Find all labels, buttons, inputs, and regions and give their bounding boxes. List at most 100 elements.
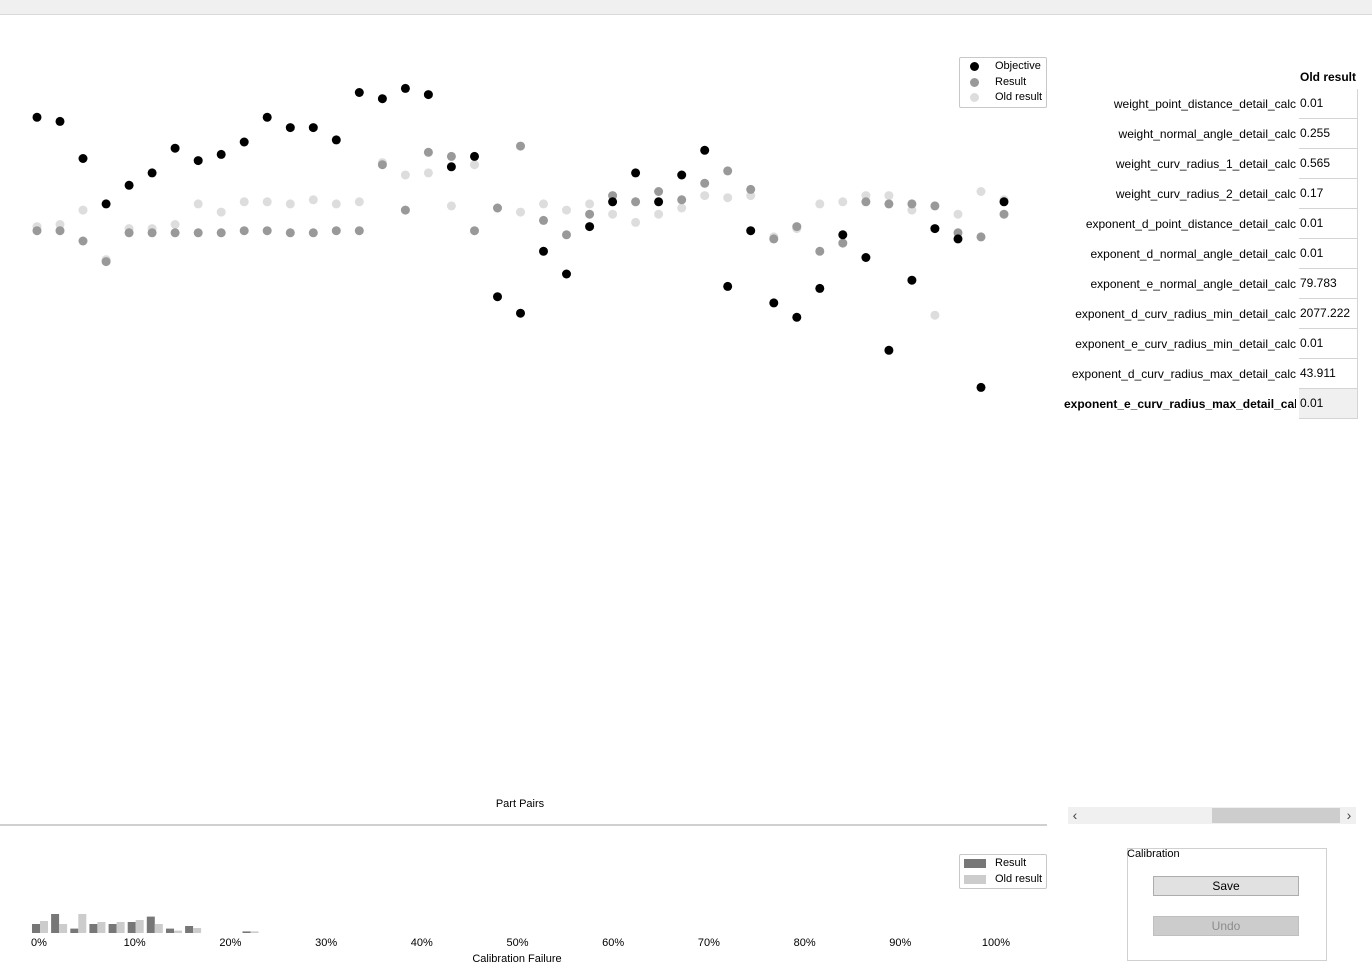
scatter-point-result xyxy=(470,226,479,236)
parameter-value[interactable]: 0.01 xyxy=(1299,89,1358,119)
column-header-old-result[interactable]: Old result xyxy=(1300,70,1357,84)
scatter-point-result xyxy=(308,228,318,238)
scatter-point-result xyxy=(446,151,456,161)
scatter-point-result xyxy=(354,226,364,236)
histogram-x-axis-label: Calibration Failure xyxy=(472,953,561,965)
scatter-point-result xyxy=(147,228,157,238)
scatter-point-old-result xyxy=(953,209,963,219)
legend-label: Old result xyxy=(995,91,1043,103)
table-row[interactable]: exponent_d_curv_radius_min_detail_calc 2… xyxy=(1064,299,1364,329)
scatter-point-old-result xyxy=(562,205,571,215)
table-row[interactable]: weight_curv_radius_1_detail_calc 0.565 xyxy=(1064,149,1364,179)
histogram-bar-result xyxy=(51,914,60,933)
scatter-point-old-result xyxy=(861,191,871,201)
scatter-point-objective xyxy=(539,246,548,256)
scatter-point-result xyxy=(400,205,410,215)
table-row[interactable]: weight_normal_angle_detail_calc 0.255 xyxy=(1064,119,1364,149)
legend-swatch xyxy=(970,62,979,71)
scatter-point-objective xyxy=(999,197,1009,207)
table-row[interactable]: exponent_e_normal_angle_detail_calc 79.7… xyxy=(1064,269,1364,299)
parameter-value[interactable]: 0.01 xyxy=(1299,329,1358,359)
table-row[interactable]: exponent_d_curv_radius_max_detail_calc 4… xyxy=(1064,359,1364,389)
table-row-selected[interactable]: exponent_e_curv_radius_max_detail_calc 0… xyxy=(1064,389,1364,419)
parameter-name: weight_curv_radius_1_detail_calc xyxy=(1115,157,1296,171)
histogram-bar-old-result xyxy=(250,931,259,933)
table-horizontal-scrollbar[interactable]: ‹ › xyxy=(1068,807,1356,824)
parameter-name: exponent_e_curv_radius_min_detail_calc xyxy=(1075,337,1296,351)
scatter-point-result xyxy=(516,141,525,151)
scatter-point-objective xyxy=(723,281,733,291)
histogram-tick-label: 50% xyxy=(506,937,528,949)
legend-item-objective: Objective xyxy=(960,59,1046,74)
scatter-point-objective xyxy=(147,168,157,178)
scatter-point-result xyxy=(423,147,433,157)
histogram-tick-label: 70% xyxy=(698,937,720,949)
parameter-value[interactable]: 0.17 xyxy=(1299,179,1358,209)
scroll-left-icon[interactable]: ‹ xyxy=(1072,807,1078,823)
scatter-point-old-result xyxy=(400,170,410,180)
scatter-point-old-result xyxy=(470,160,479,170)
scatter-point-objective xyxy=(216,149,226,159)
scatter-legend: Objective Result Old result xyxy=(959,57,1047,108)
parameter-value[interactable]: 0.565 xyxy=(1299,149,1358,179)
table-row[interactable]: exponent_d_point_distance_detail_calc 0.… xyxy=(1064,209,1364,239)
save-button[interactable]: Save xyxy=(1153,876,1299,896)
legend-item-old-result: Old result xyxy=(960,90,1046,105)
scatter-point-old-result xyxy=(631,217,641,227)
scatter-point-objective xyxy=(423,90,433,100)
histogram-bar-result xyxy=(146,916,155,933)
parameter-value[interactable]: 0.01 xyxy=(1299,209,1358,239)
scatter-point-result xyxy=(331,226,341,236)
table-row[interactable]: weight_curv_radius_2_detail_calc 0.17 xyxy=(1064,179,1364,209)
scatter-point-objective xyxy=(308,123,318,133)
legend-swatch xyxy=(964,859,986,868)
scatter-point-result xyxy=(677,195,687,205)
scatter-point-old-result xyxy=(884,191,894,201)
histogram-tick-label: 60% xyxy=(602,937,624,949)
legend-item-result: Result xyxy=(960,75,1046,90)
histogram-bar-result xyxy=(32,924,40,933)
histogram-bar-result xyxy=(242,931,251,933)
table-row[interactable]: exponent_e_curv_radius_min_detail_calc 0… xyxy=(1064,329,1364,359)
scatter-point-objective xyxy=(493,292,502,302)
scrollbar-thumb[interactable] xyxy=(1212,808,1340,823)
scatter-point-old-result xyxy=(423,168,433,178)
table-row[interactable]: weight_point_distance_detail_calc 0.01 xyxy=(1064,89,1364,119)
legend-label: Result xyxy=(995,857,1027,869)
scatter-point-old-result xyxy=(539,199,548,209)
histogram-bar-old-result xyxy=(174,930,182,933)
parameter-value[interactable]: 0.255 xyxy=(1299,119,1358,149)
histogram-bar-result xyxy=(127,922,136,933)
scatter-point-result xyxy=(493,203,502,213)
table-row[interactable]: exponent_d_normal_angle_detail_calc 0.01 xyxy=(1064,239,1364,269)
parameter-value[interactable]: 2077.222 xyxy=(1299,299,1358,329)
scatter-point-objective xyxy=(953,234,963,244)
parameter-name: exponent_e_normal_angle_detail_calc xyxy=(1090,277,1297,291)
legend-label: Old result xyxy=(995,873,1043,885)
parameter-value[interactable]: 79.783 xyxy=(1299,269,1358,299)
scatter-point-result xyxy=(999,209,1009,219)
scatter-point-objective xyxy=(562,269,571,279)
parameter-value[interactable]: 0.01 xyxy=(1299,389,1358,419)
legend-item-old-result: Old result xyxy=(960,872,1046,887)
legend-swatch xyxy=(970,78,979,87)
scatter-point-old-result xyxy=(700,191,710,201)
undo-button[interactable]: Undo xyxy=(1153,916,1299,936)
parameter-value[interactable]: 0.01 xyxy=(1299,239,1358,269)
scatter-point-result xyxy=(170,228,180,238)
parameter-value[interactable]: 43.911 xyxy=(1299,359,1358,389)
histogram-bar-old-result xyxy=(193,928,202,933)
scatter-point-old-result xyxy=(331,199,341,209)
scatter-point-old-result xyxy=(746,191,756,201)
scatter-point-result xyxy=(55,226,65,236)
scatter-point-objective xyxy=(193,156,203,166)
legend-swatch xyxy=(970,93,979,102)
scatter-point-objective xyxy=(976,382,986,392)
scatter-point-old-result xyxy=(446,201,456,211)
scatter-x-axis-label: Part Pairs xyxy=(496,798,545,810)
parameter-name: exponent_d_curv_radius_min_detail_calc xyxy=(1075,307,1296,321)
scatter-point-objective xyxy=(631,168,641,178)
scatter-point-objective xyxy=(792,312,802,322)
scroll-right-icon[interactable]: › xyxy=(1346,807,1352,823)
parameter-name: exponent_d_point_distance_detail_calc xyxy=(1085,217,1296,231)
